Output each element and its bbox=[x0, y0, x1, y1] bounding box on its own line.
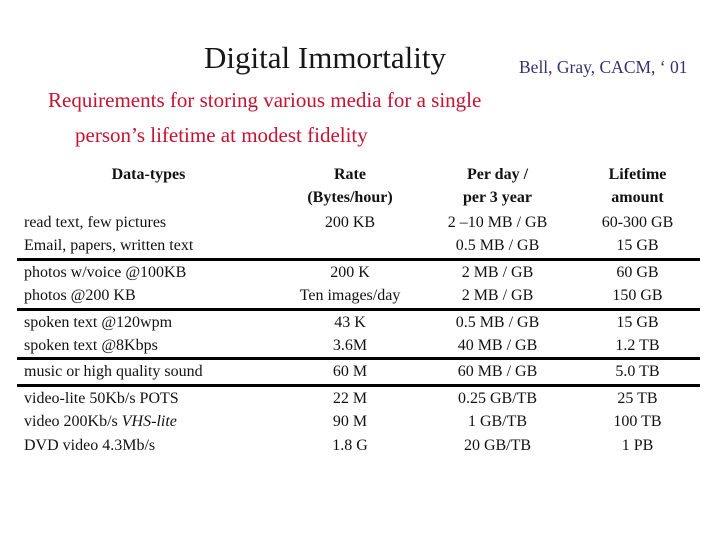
table-group: spoken text @120wpm 43 K 0.5 MB / GB 15 GB s… bbox=[17, 311, 700, 361]
header-lifetime-line1: Lifetime bbox=[608, 166, 667, 183]
cell-per-day: 20 GB/TB bbox=[463, 436, 532, 454]
header-per-day-line1: Per day / bbox=[466, 166, 529, 183]
table-group: music or high quality sound 60 M 60 MB / G… bbox=[17, 360, 700, 387]
cell-type: photos @200 KB bbox=[24, 287, 136, 305]
cell-rate: 22 M bbox=[332, 389, 368, 407]
subtitle-line-2: person’s lifetime at modest fidelity bbox=[75, 123, 368, 147]
cell-per-day: 0.5 MB / GB bbox=[455, 237, 540, 255]
cell-rate: 1.8 G bbox=[332, 436, 368, 454]
table-row: photos w/voice @100KB 200 K 2 MB / GB 60 GB bbox=[17, 261, 700, 284]
cell-lifetime: 150 GB bbox=[612, 287, 663, 305]
cell-lifetime: 1 PB bbox=[621, 436, 654, 454]
cell-type: spoken text @8Kbps bbox=[24, 336, 158, 354]
table-row: read text, few pictures 200 KB 2 –10 MB / … bbox=[17, 211, 700, 234]
table-row: Email, papers, written text 0.5 MB / GB 15… bbox=[17, 234, 700, 257]
cell-type: music or high quality sound bbox=[24, 363, 203, 381]
table-group: photos w/voice @100KB 200 K 2 MB / GB 60 GB… bbox=[17, 261, 700, 311]
header-data-types-line2 bbox=[17, 186, 280, 209]
header-data-types-line1: Data-types bbox=[111, 166, 186, 183]
header-per-day-line2: per 3 year bbox=[462, 189, 532, 206]
cell-per-day: 60 MB / GB bbox=[457, 363, 538, 381]
table-row: video-lite 50Kb/s POTS 22 M 0.25 GB/TB 25 T… bbox=[17, 387, 700, 410]
table-row: spoken text @8Kbps 3.6M 40 MB / GB 1.2 TB bbox=[17, 334, 700, 357]
subtitle-line-1: Requirements for storing various media f… bbox=[48, 88, 482, 112]
header-data-types: Data-types bbox=[17, 163, 280, 209]
header-lifetime: Lifetime amount bbox=[575, 163, 700, 209]
cell-rate: 200 K bbox=[330, 263, 370, 281]
table-row: spoken text @120wpm 43 K 0.5 MB / GB 15 GB bbox=[17, 311, 700, 334]
cell-rate: 60 M bbox=[332, 363, 368, 381]
cell-type: read text, few pictures bbox=[24, 214, 167, 231]
cell-type: photos w/voice @100KB bbox=[24, 263, 187, 281]
cell-lifetime: 25 TB bbox=[617, 389, 658, 407]
table-body: read text, few pictures 200 KB 2 –10 MB / … bbox=[17, 211, 700, 457]
table-row: DVD video 4.3Mb/s 1.8 G 20 GB/TB 1 PB bbox=[17, 434, 700, 457]
cell-type: DVD video 4.3Mb/s bbox=[24, 436, 156, 454]
cell-type: spoken text @120wpm bbox=[24, 313, 173, 331]
cell-per-day: 40 MB / GB bbox=[457, 336, 538, 354]
cell-lifetime: 100 TB bbox=[613, 413, 662, 431]
cell-lifetime: 15 GB bbox=[616, 313, 659, 331]
cell-type: video-lite 50Kb/s POTS bbox=[24, 389, 179, 407]
slide-title: Digital Immortality bbox=[204, 40, 446, 75]
cell-rate bbox=[280, 234, 420, 257]
table-row: music or high quality sound 60 M 60 MB / G… bbox=[17, 360, 700, 383]
cell-lifetime: 1.2 TB bbox=[615, 336, 660, 354]
cell-rate: 90 M bbox=[332, 413, 368, 431]
header-per-day: Per day / per 3 year bbox=[420, 163, 575, 209]
cell-per-day: 2 –10 MB / GB bbox=[447, 214, 548, 231]
cell-lifetime: 5.0 TB bbox=[615, 363, 660, 381]
header-rate-line1: Rate bbox=[334, 166, 366, 183]
cell-rate: 200 KB bbox=[324, 214, 376, 231]
cell-lifetime: 60-300 GB bbox=[601, 214, 674, 231]
attribution-text: Bell, Gray, CACM, ‘ 01 bbox=[519, 57, 688, 77]
table-row: video 200Kb/s VHS-lite 90 M 1 GB/TB 100 TB bbox=[17, 410, 700, 433]
cell-rate: Ten images/day bbox=[299, 287, 401, 305]
cell-rate: 43 K bbox=[334, 313, 366, 331]
cell-per-day: 2 MB / GB bbox=[461, 263, 534, 281]
header-rate-line2: (Bytes/hour) bbox=[307, 189, 393, 206]
table-header-row: Data-types Rate (Bytes/hour) Per day / p… bbox=[17, 163, 700, 209]
cell-per-day: 0.25 GB/TB bbox=[457, 389, 538, 407]
cell-lifetime: 15 GB bbox=[616, 237, 659, 255]
header-rate: Rate (Bytes/hour) bbox=[280, 163, 420, 209]
table-row: photos @200 KB Ten images/day 2 MB / GB 150… bbox=[17, 284, 700, 307]
table-group: video-lite 50Kb/s POTS 22 M 0.25 GB/TB 25 T… bbox=[17, 387, 700, 457]
cell-per-day: 0.5 MB / GB bbox=[455, 313, 540, 331]
cell-per-day: 2 MB / GB bbox=[461, 287, 534, 305]
cell-type: Email, papers, written text bbox=[24, 237, 194, 255]
cell-rate: 3.6M bbox=[332, 336, 368, 354]
media-storage-table: Data-types Rate (Bytes/hour) Per day / p… bbox=[17, 163, 700, 457]
header-lifetime-line2: amount bbox=[611, 189, 664, 206]
cell-per-day: 1 GB/TB bbox=[467, 413, 528, 431]
cell-type: video 200Kb/s VHS-lite bbox=[24, 413, 177, 431]
cell-lifetime: 60 GB bbox=[616, 263, 659, 281]
table-group: read text, few pictures 200 KB 2 –10 MB / … bbox=[17, 211, 700, 261]
